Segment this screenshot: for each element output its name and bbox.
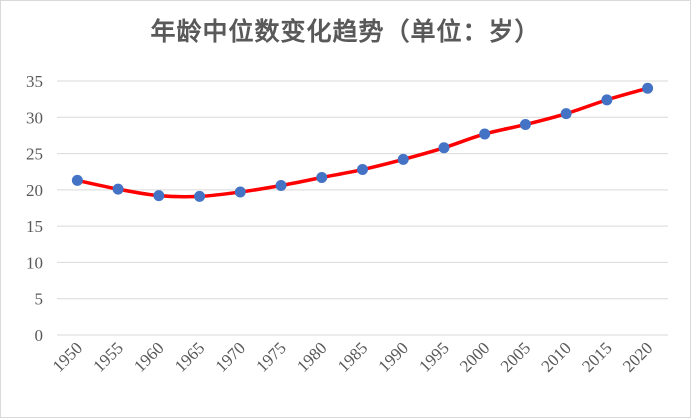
chart-title: 年龄中位数变化趋势（单位：岁）: [150, 17, 541, 46]
x-tick-label: 2010: [538, 338, 575, 375]
x-tick-label: 2015: [578, 338, 615, 375]
y-tick-label: 25: [26, 145, 43, 164]
data-point-1995: [438, 142, 450, 154]
data-point-2000: [479, 128, 491, 140]
y-tick-label: 30: [26, 108, 43, 127]
data-point-1955: [112, 183, 124, 195]
x-tick-label: 2000: [456, 338, 493, 375]
x-tick-label: 1970: [212, 338, 249, 375]
x-tick-label: 1980: [293, 338, 330, 375]
data-point-2010: [560, 108, 572, 120]
series-line: [75, 86, 650, 199]
data-point-1990: [397, 153, 409, 165]
x-tick-label: 1955: [89, 338, 126, 375]
data-point-1975: [275, 180, 287, 192]
x-tick-label: 1975: [252, 338, 289, 375]
y-axis-ticks: 0 5 10 15 20 25 30 35: [26, 72, 43, 345]
y-tick-label: 10: [26, 253, 43, 272]
y-tick-label: 5: [35, 290, 44, 309]
grid-lines: [57, 80, 668, 336]
data-point-1950: [71, 174, 83, 186]
y-tick-label: 35: [26, 72, 43, 91]
x-tick-label: 2020: [619, 338, 656, 375]
y-tick-label: 20: [26, 181, 43, 200]
x-tick-label: 1965: [171, 338, 208, 375]
x-tick-label: 1960: [130, 338, 167, 375]
data-point-2015: [601, 94, 613, 106]
data-point-2020: [642, 82, 654, 94]
x-tick-label: 1990: [375, 338, 412, 375]
data-point-1985: [357, 164, 368, 176]
x-tick-label: 1995: [415, 338, 452, 375]
series-line-layer: [75, 86, 650, 199]
y-tick-label: 0: [35, 326, 44, 345]
x-tick-label: 1985: [334, 338, 371, 375]
series-markers: [71, 82, 654, 202]
data-point-1970: [234, 186, 246, 198]
data-point-1980: [316, 172, 328, 184]
data-point-2005: [519, 119, 531, 131]
data-point-1960: [153, 190, 165, 202]
data-point-1965: [194, 190, 206, 202]
x-tick-label: 2005: [497, 338, 534, 375]
x-axis-ticks: 1950 1955 1960 1965 1970 1975 1980 1985 1990 1995…: [49, 338, 657, 375]
y-tick-label: 15: [26, 217, 43, 236]
x-tick-label: 1950: [49, 338, 86, 375]
